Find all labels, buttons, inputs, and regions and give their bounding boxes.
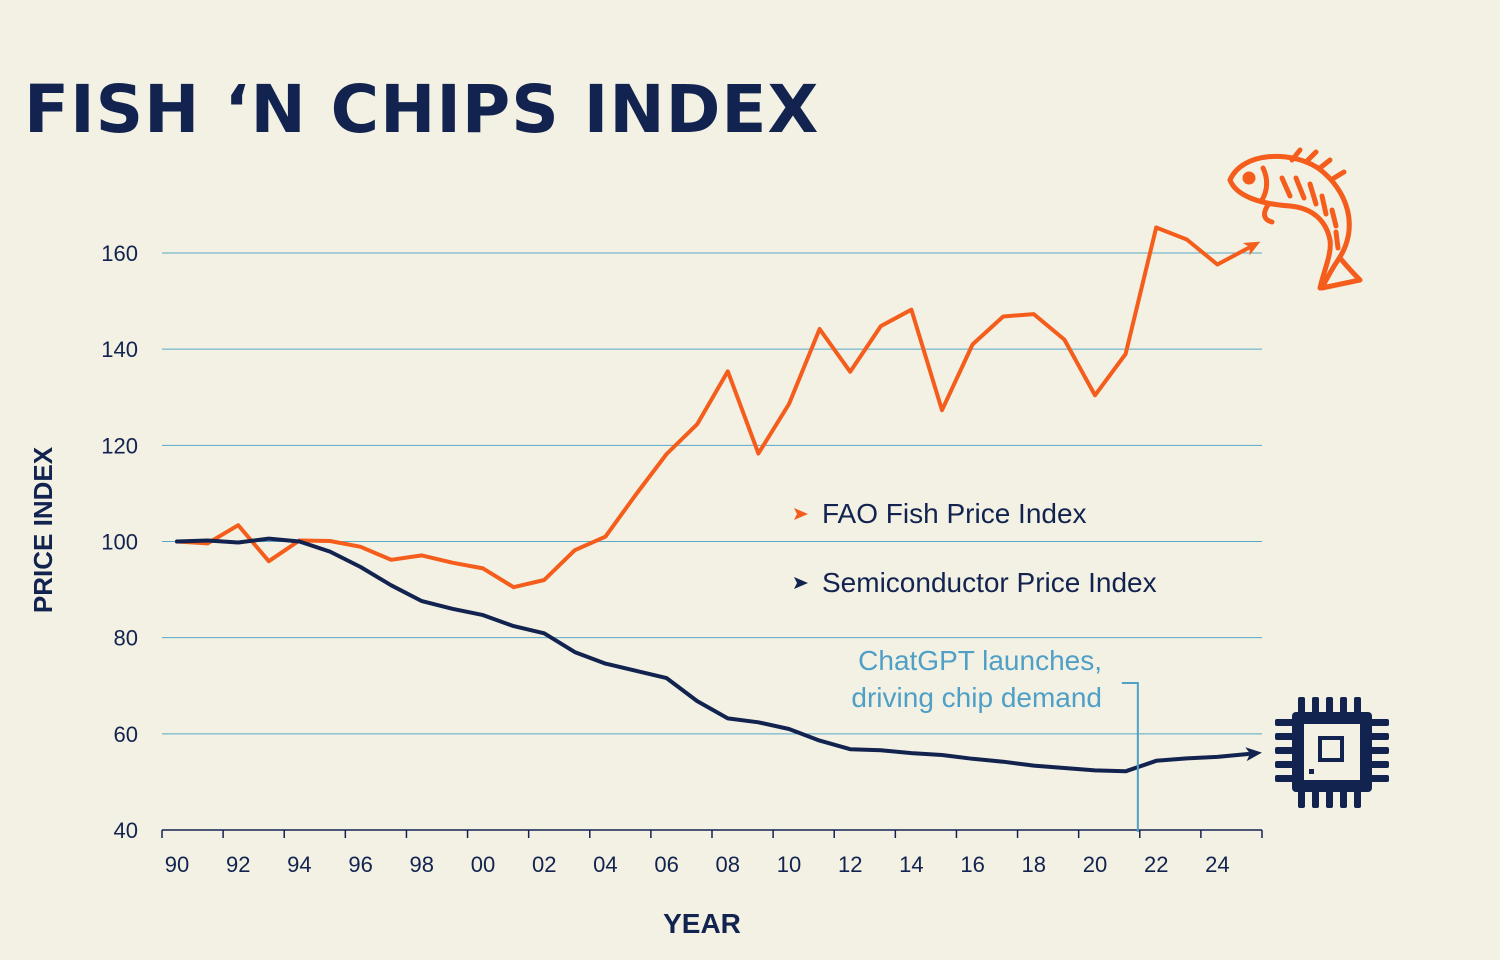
x-tick-label: 94 xyxy=(287,852,311,877)
y-axis-label: PRICE INDEX xyxy=(28,446,58,613)
x-tick-label: 22 xyxy=(1144,852,1168,877)
y-tick-labels: 40 60 80 100 120 140 160 xyxy=(101,241,138,843)
x-tick-label: 18 xyxy=(1022,852,1046,877)
legend-label-semiconductor: Semiconductor Price Index xyxy=(822,567,1157,598)
fish-icon xyxy=(1227,147,1363,291)
x-tick-label: 98 xyxy=(410,852,434,877)
x-tick-label: 10 xyxy=(777,852,801,877)
x-tick-label: 14 xyxy=(899,852,923,877)
legend-item-semiconductor: Semiconductor Price Index xyxy=(794,567,1157,598)
series-line-fish xyxy=(175,225,1250,590)
grid-lines xyxy=(162,252,1262,735)
series-line-semiconductor xyxy=(175,536,1250,774)
legend-label-fish: FAO Fish Price Index xyxy=(822,498,1087,529)
y-tick-label: 160 xyxy=(101,241,138,266)
annotation-leader-line xyxy=(1121,682,1139,832)
series-end-arrow-icon xyxy=(1245,747,1262,762)
annotation: ChatGPT launches, driving chip demand xyxy=(851,645,1139,832)
chart-title: FISH ‘N CHIPS INDEX xyxy=(24,71,819,148)
series-lines xyxy=(175,225,1262,774)
y-tick-label: 80 xyxy=(114,626,138,651)
y-tick-label: 100 xyxy=(101,530,138,555)
series-end-arrow-icon xyxy=(1242,241,1261,256)
x-tick-label: 24 xyxy=(1205,852,1229,877)
y-tick-label: 60 xyxy=(114,722,138,747)
x-tick-label: 90 xyxy=(165,852,189,877)
y-tick-label: 40 xyxy=(114,818,138,843)
x-tick-label: 02 xyxy=(532,852,556,877)
x-tick-label: 16 xyxy=(960,852,984,877)
x-tick-label: 92 xyxy=(226,852,250,877)
annotation-text: ChatGPT launches, xyxy=(858,645,1102,676)
x-tick-label: 00 xyxy=(471,852,495,877)
x-tick-label: 20 xyxy=(1083,852,1107,877)
legend-item-fish: FAO Fish Price Index xyxy=(794,498,1087,529)
y-tick-label: 120 xyxy=(101,433,138,458)
y-tick-label: 140 xyxy=(101,337,138,362)
x-tick-label: 12 xyxy=(838,852,862,877)
annotation-text: driving chip demand xyxy=(851,682,1102,713)
x-tick-label: 08 xyxy=(716,852,740,877)
microchip-icon xyxy=(1275,697,1389,808)
x-axis-label: YEAR xyxy=(663,908,741,939)
legend: FAO Fish Price Index Semiconductor Price… xyxy=(794,498,1157,598)
x-tick-label: 04 xyxy=(593,852,617,877)
legend-arrow-fish-icon xyxy=(794,508,808,520)
x-tick-label: 96 xyxy=(348,852,372,877)
legend-arrow-semiconductor-icon xyxy=(794,577,808,589)
x-axis: 90 92 94 96 98 00 02 04 06 08 10 12 14 16 18 20 22 24 xyxy=(161,829,1263,877)
x-tick-label: 06 xyxy=(654,852,678,877)
